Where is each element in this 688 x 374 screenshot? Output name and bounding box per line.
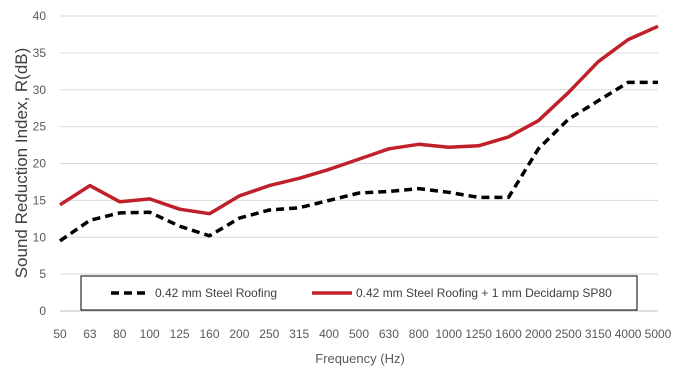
x-tick-label: 250 <box>259 327 279 341</box>
x-tick-label: 50 <box>53 327 67 341</box>
x-tick-label: 2000 <box>525 327 552 341</box>
series-line-1 <box>59 24 659 216</box>
legend: 0.42 mm Steel Roofing 0.42 mm Steel Roof… <box>80 275 638 311</box>
legend-label-steel-roofing-decidamp: 0.42 mm Steel Roofing + 1 mm Decidamp SP… <box>356 286 612 300</box>
x-tick-label: 1000 <box>435 327 462 341</box>
legend-label-steel-roofing: 0.42 mm Steel Roofing <box>155 286 277 300</box>
y-axis-ticks: 0 5 10 15 20 25 30 35 40 <box>33 9 47 318</box>
x-tick-label: 2500 <box>555 327 582 341</box>
y-tick-label: 5 <box>39 267 46 281</box>
x-tick-label: 160 <box>199 327 219 341</box>
x-tick-label: 4000 <box>615 327 642 341</box>
y-tick-label: 25 <box>33 120 47 134</box>
x-tick-label: 315 <box>289 327 309 341</box>
series-line-0 <box>59 80 658 243</box>
x-tick-label: 3150 <box>585 327 612 341</box>
x-axis-label: Frequency (Hz) <box>315 351 405 366</box>
x-axis-ticks: 50 63 80 100 125 160 200 250 315 400 500 630 800 1000… <box>53 327 671 341</box>
x-tick-label: 100 <box>140 327 160 341</box>
x-tick-label: 1600 <box>495 327 522 341</box>
x-tick-label: 63 <box>83 327 97 341</box>
y-tick-label: 30 <box>33 83 47 97</box>
y-tick-label: 15 <box>33 193 47 207</box>
x-tick-label: 5000 <box>645 327 672 341</box>
x-tick-label: 400 <box>319 327 339 341</box>
x-tick-label: 200 <box>229 327 249 341</box>
x-tick-label: 125 <box>170 327 190 341</box>
x-tick-label: 630 <box>379 327 399 341</box>
y-tick-label: 0 <box>39 304 46 318</box>
y-tick-label: 20 <box>33 157 47 171</box>
gridlines <box>60 15 658 312</box>
x-tick-label: 1250 <box>465 327 492 341</box>
x-tick-label: 800 <box>409 327 429 341</box>
x-tick-label: 80 <box>113 327 127 341</box>
legend-box <box>80 275 638 311</box>
y-tick-label: 40 <box>33 9 47 23</box>
x-tick-label: 500 <box>349 327 369 341</box>
series-lines <box>59 24 659 243</box>
y-tick-label: 10 <box>33 230 47 244</box>
y-axis-label: Sound Reduction Index, R(dB) <box>12 48 31 279</box>
y-tick-label: 35 <box>33 46 47 60</box>
